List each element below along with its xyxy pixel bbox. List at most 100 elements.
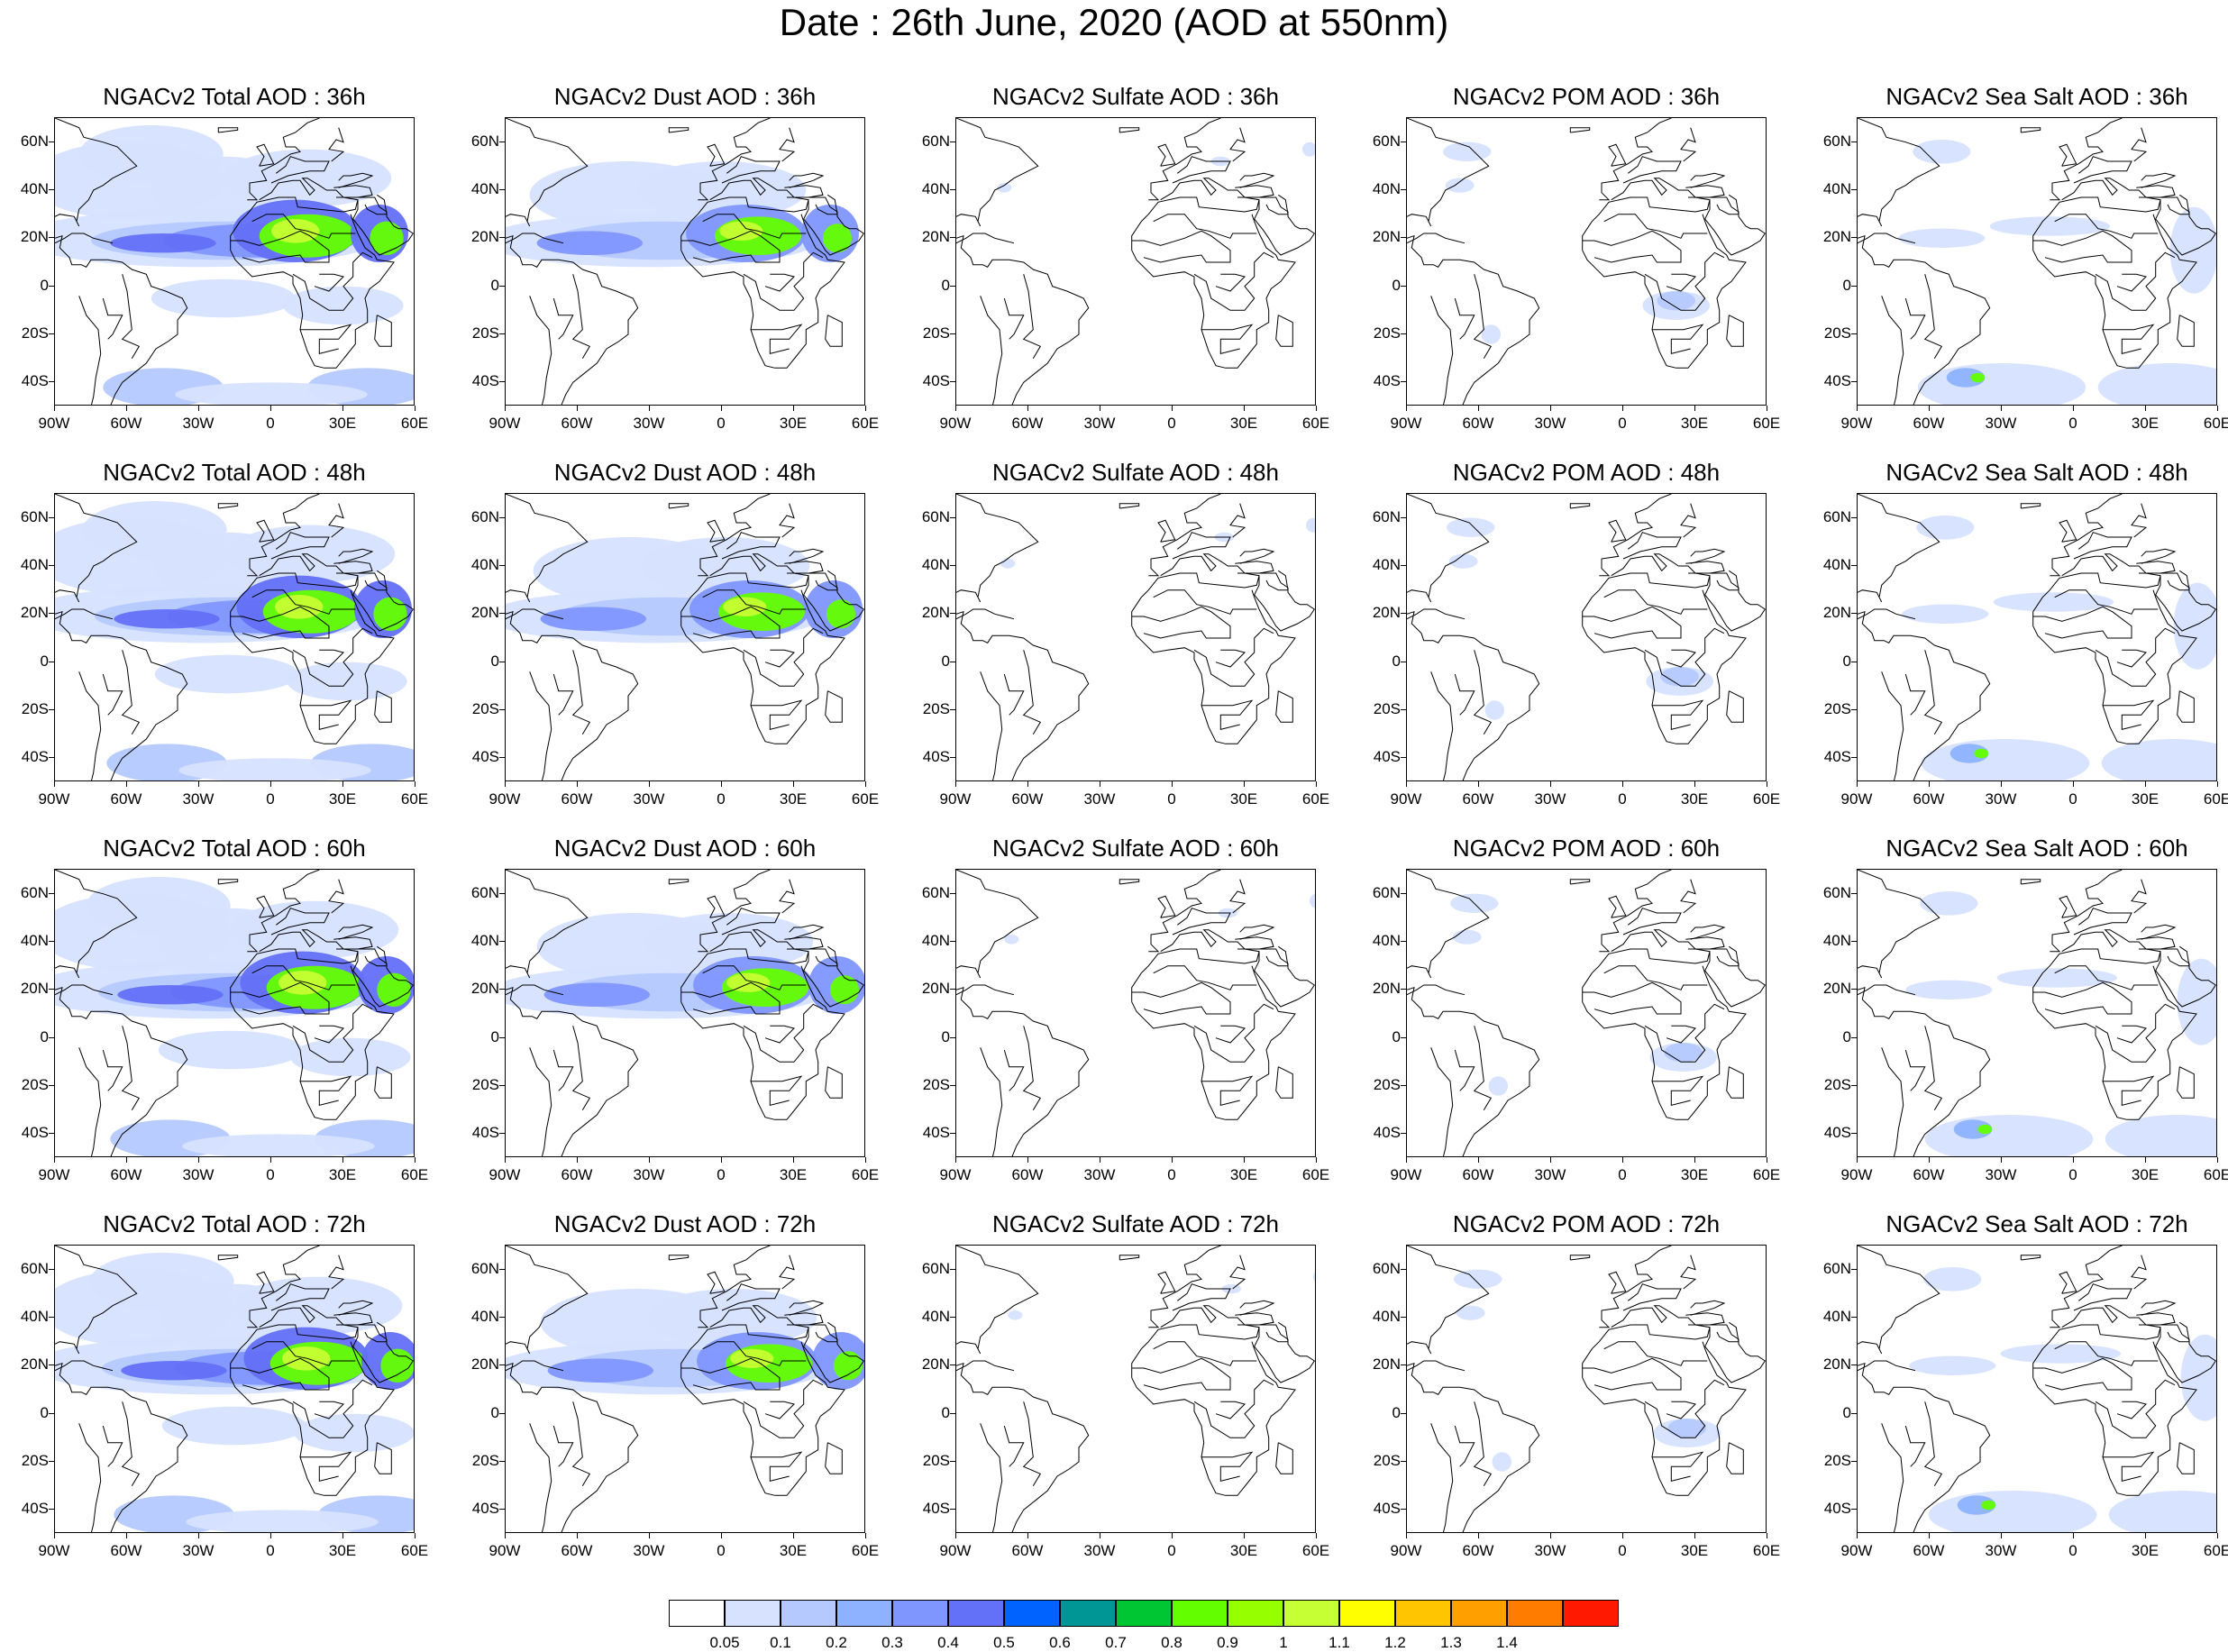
coastline	[1407, 234, 1540, 405]
lon-tick-mark	[2001, 406, 2002, 411]
aod-fill-area	[154, 654, 299, 694]
coastline	[1644, 251, 1725, 311]
panel-title: NGACv2 POM AOD : 36h	[1452, 83, 1721, 110]
coastline	[1153, 1341, 1257, 1366]
coastline	[1716, 945, 1739, 967]
aod-fill-area	[1989, 216, 2110, 236]
lon-tick-mark	[1622, 781, 1623, 787]
lon-tick-mark	[865, 781, 866, 787]
coastline	[2155, 196, 2216, 256]
coastline	[1131, 965, 1296, 1120]
coastline	[2032, 589, 2197, 744]
lat-tick-mark	[1851, 757, 1857, 759]
coastline	[2167, 570, 2190, 591]
coastline	[980, 296, 1003, 405]
coastline	[1003, 1049, 1025, 1091]
lon-tick-mark	[2145, 781, 2146, 787]
coastline	[300, 1451, 352, 1482]
lon-tick-mark	[198, 406, 199, 411]
lat-tick-label: 0	[1392, 1403, 1401, 1421]
coastline	[1407, 1360, 1466, 1372]
lon-tick-mark	[505, 1157, 506, 1163]
coastline	[1599, 1246, 1672, 1328]
coastline	[333, 1312, 373, 1326]
lon-tick-mark	[198, 1533, 199, 1538]
coastline	[680, 981, 781, 1015]
colorbar-label: 0.1	[770, 1634, 791, 1651]
aod-fill-area	[1443, 141, 1492, 161]
coastline	[292, 1003, 373, 1063]
coastline	[1652, 699, 1704, 730]
coastline	[121, 650, 141, 735]
lat-tick-label: 40N	[1822, 1308, 1851, 1325]
coastline	[270, 1283, 330, 1311]
lon-tick-label: 60E	[400, 790, 429, 808]
coastline	[2177, 1442, 2195, 1474]
coastline	[751, 1451, 803, 1482]
coastline	[1622, 908, 1682, 936]
coastline	[1644, 627, 1725, 687]
lat-tick-mark	[950, 141, 955, 142]
lat-tick-mark	[1401, 189, 1406, 190]
coastline	[803, 948, 864, 1008]
coastline	[55, 233, 114, 244]
map-canvas	[1407, 870, 1766, 1156]
coastline	[2020, 503, 2041, 509]
coastline	[55, 986, 188, 1156]
coastline	[1407, 870, 1490, 979]
aod-fill-area	[1953, 1119, 1993, 1139]
coastline	[1119, 503, 1140, 509]
lat-tick-label: 0	[1842, 1403, 1851, 1421]
coastline	[680, 589, 845, 744]
coastline	[1454, 297, 1475, 340]
coastline	[1726, 1442, 1744, 1474]
coastline	[815, 945, 838, 967]
lat-tick-label: 20N	[1822, 228, 1851, 246]
aod-fill-area	[1454, 1269, 1502, 1289]
coastline	[815, 1321, 838, 1343]
lon-tick-label: 90W	[1840, 1542, 1873, 1559]
coastline	[668, 1255, 689, 1261]
lat-tick-label: 20N	[1372, 980, 1401, 998]
lat-tick-label: 20S	[21, 1452, 49, 1469]
lon-tick-mark	[342, 781, 343, 787]
lat-tick-label: 0	[941, 276, 950, 294]
lon-tick-mark	[721, 1533, 722, 1538]
aod-fill-area	[834, 1351, 863, 1381]
lon-tick-mark	[1478, 1533, 1479, 1538]
coastline	[230, 214, 395, 369]
lat-tick-label: 0	[490, 1027, 499, 1045]
coastline	[1235, 561, 1274, 574]
lon-tick-label: 90W	[489, 790, 521, 808]
lon-tick-mark	[2217, 781, 2218, 787]
coastline	[2131, 1255, 2148, 1290]
lat-tick-mark	[950, 613, 955, 615]
coastline	[668, 127, 689, 133]
lat-tick-label: 60N	[1822, 883, 1851, 901]
panel-title: NGACv2 Sulfate AOD : 36h	[992, 83, 1279, 110]
aod-fill-area	[151, 278, 296, 318]
aod-fill-area	[2105, 1115, 2216, 1156]
coastline	[784, 561, 824, 574]
lat-tick-mark	[49, 516, 54, 518]
coastline	[2095, 1379, 2176, 1438]
aod-fill-area	[110, 233, 216, 253]
coastline	[1119, 1255, 1140, 1261]
coastline	[1858, 1246, 1940, 1355]
coastline	[571, 1026, 591, 1110]
lat-tick-label: 0	[40, 1027, 49, 1045]
coastline	[1229, 127, 1246, 162]
lat-tick-mark	[49, 1461, 54, 1462]
lat-tick-label: 60N	[20, 132, 49, 150]
coastline	[230, 606, 330, 639]
coastline	[2136, 936, 2176, 950]
lat-tick-mark	[499, 892, 505, 894]
coastline	[1644, 1379, 1725, 1438]
coastline	[292, 251, 373, 311]
aod-fill-area	[1448, 553, 1478, 569]
lat-tick-mark	[1851, 1461, 1857, 1462]
lat-tick-label: 20S	[922, 1452, 950, 1469]
coastline	[1215, 649, 1246, 668]
lat-tick-label: 60N	[1822, 507, 1851, 525]
coastline	[1254, 196, 1315, 256]
